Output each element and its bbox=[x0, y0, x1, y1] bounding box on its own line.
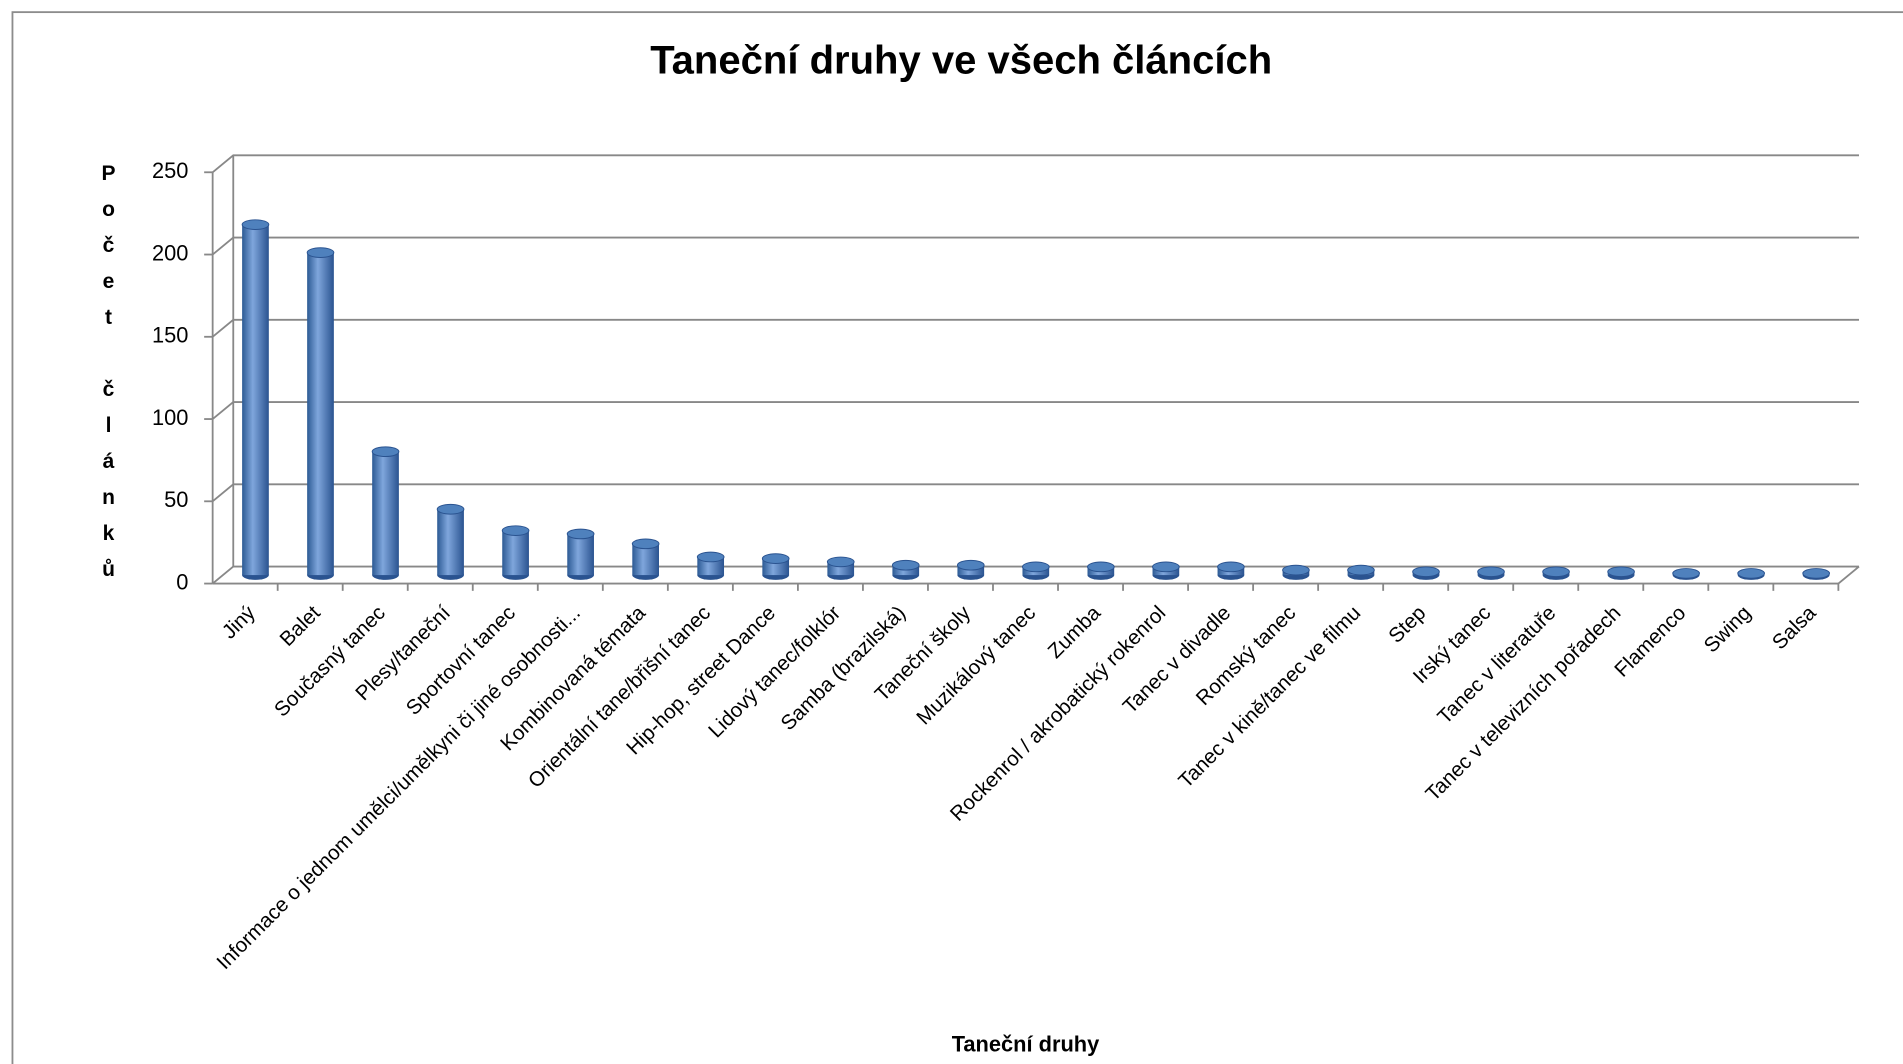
bar bbox=[437, 509, 464, 576]
x-tick-label: Zumba bbox=[1044, 601, 1106, 663]
bar-top bbox=[1347, 564, 1375, 576]
bar bbox=[372, 451, 399, 576]
bar-top bbox=[1607, 566, 1635, 578]
x-tick-label: Balet bbox=[275, 601, 325, 651]
y-tick-label: 100 bbox=[152, 405, 188, 430]
bar-top bbox=[566, 528, 595, 540]
bar-top bbox=[761, 553, 790, 564]
bar-top bbox=[956, 559, 985, 571]
grid-line bbox=[212, 565, 1859, 585]
bar-top bbox=[371, 446, 400, 458]
bar-top bbox=[826, 556, 855, 568]
grid-line bbox=[212, 236, 1859, 256]
bar-top bbox=[1672, 568, 1700, 579]
x-tick-label: Současný tanec bbox=[270, 601, 390, 721]
x-tick-label: Tanec v literatuře bbox=[1433, 601, 1560, 728]
x-tick-label: Step bbox=[1384, 601, 1430, 647]
chart-title: Taneční druhy ve všech článcích bbox=[650, 39, 1272, 83]
y-axis-title: Počet článků bbox=[97, 162, 120, 594]
y-tick-label: 50 bbox=[164, 487, 188, 512]
bar bbox=[567, 533, 594, 576]
bar-top bbox=[1737, 568, 1765, 579]
bar-top bbox=[1282, 564, 1310, 576]
x-tick-label: Flamenco bbox=[1610, 601, 1690, 681]
bar-top bbox=[306, 247, 335, 258]
bar-top bbox=[696, 551, 725, 563]
frame bbox=[11, 11, 1903, 1064]
bar-top bbox=[241, 219, 270, 230]
x-tick-label: Salsa bbox=[1768, 601, 1821, 654]
bar-top bbox=[501, 525, 530, 536]
x-tick-label: Muzikálový tanec bbox=[912, 601, 1040, 729]
grid-line bbox=[212, 483, 1859, 503]
bar-top bbox=[1412, 566, 1440, 578]
bar-top bbox=[1802, 568, 1830, 579]
grid-line bbox=[212, 401, 1859, 420]
bar-top bbox=[1087, 561, 1115, 573]
y-tick-label: 0 bbox=[176, 569, 188, 594]
bar-top bbox=[1021, 561, 1050, 573]
bar-top bbox=[1152, 561, 1180, 573]
bar-top bbox=[1542, 566, 1570, 578]
y-tick-label: 200 bbox=[152, 240, 188, 265]
bar bbox=[242, 224, 269, 576]
bar-top bbox=[891, 559, 920, 571]
bar-top bbox=[1477, 566, 1505, 578]
bar bbox=[502, 530, 529, 576]
grid-line bbox=[212, 154, 1859, 173]
bar-top bbox=[1217, 561, 1245, 573]
grid-line bbox=[212, 318, 1859, 338]
x-axis-title: Taneční druhy bbox=[952, 1032, 1100, 1057]
x-tick-label: Jiný bbox=[218, 601, 261, 644]
x-tick-label: Samba (brazilská) bbox=[776, 601, 910, 735]
y-tick-label: 150 bbox=[152, 323, 188, 348]
x-tick-label: Swing bbox=[1700, 601, 1756, 657]
bar-top bbox=[436, 503, 465, 515]
bar bbox=[307, 252, 334, 576]
y-tick-label: 250 bbox=[152, 158, 188, 183]
bar-top bbox=[631, 538, 660, 550]
